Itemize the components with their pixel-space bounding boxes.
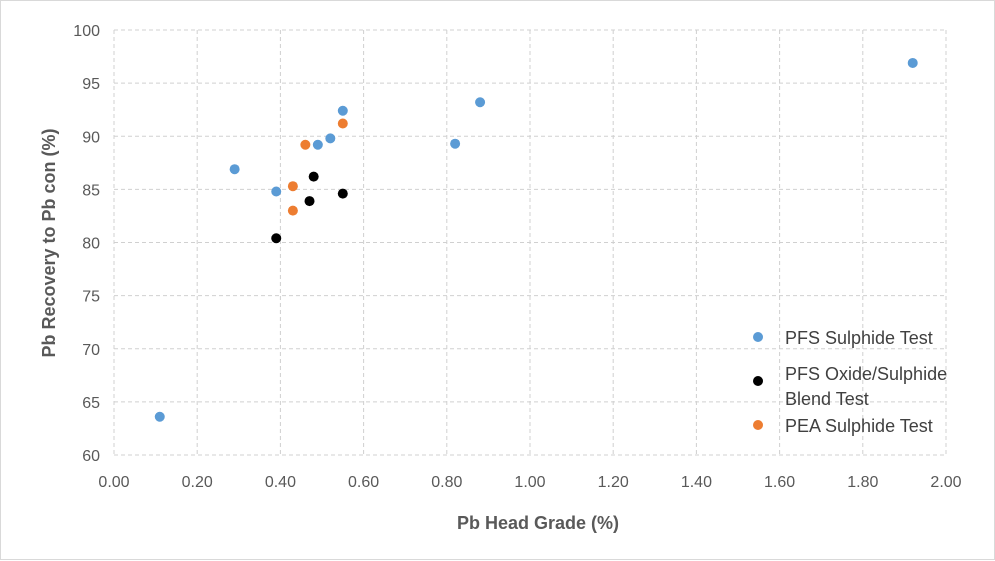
- y-tick-label: 60: [82, 448, 100, 465]
- x-tick-label: 1.60: [764, 474, 795, 491]
- tick-layer: 60 65 70 75 80 85 90 95 100 0.00 0.20 0.40 0.60 0.80 1…: [73, 23, 961, 491]
- y-tick-label: 85: [82, 182, 100, 199]
- x-tick-label: 1.40: [681, 474, 712, 491]
- point-layer: [154, 57, 918, 422]
- legend-label-pfs-oxide-sulphide-line2: Blend Test: [785, 389, 869, 409]
- x-axis-title: Pb Head Grade (%): [457, 513, 619, 533]
- x-tick-label: 1.20: [598, 474, 629, 491]
- legend-marker-pfs-sulphide: [753, 332, 763, 342]
- pfs-sulphide-point: [450, 138, 461, 149]
- legend-marker-pea-sulphide: [753, 420, 763, 430]
- x-tick-label: 0.00: [98, 474, 129, 491]
- pfs-oxide-sulphide-blend-point: [308, 171, 319, 182]
- y-tick-label: 90: [82, 129, 100, 146]
- pfs-sulphide-point: [229, 164, 240, 175]
- y-tick-label: 100: [73, 23, 100, 40]
- pfs-sulphide-point: [337, 105, 348, 116]
- pfs-oxide-sulphide-blend-point: [304, 196, 315, 207]
- x-tick-label: 0.60: [348, 474, 379, 491]
- x-tick-label: 1.80: [847, 474, 878, 491]
- pfs-sulphide-point: [271, 186, 282, 197]
- legend-marker-pfs-oxide-sulphide-blend: [753, 376, 763, 386]
- x-tick-label: 1.00: [514, 474, 545, 491]
- pea-sulphide-point: [337, 118, 348, 129]
- legend: PFS Sulphide Test PFS Oxide/Sulphide Ble…: [753, 328, 947, 436]
- x-tick-label: 0.20: [182, 474, 213, 491]
- pfs-oxide-sulphide-blend-point: [337, 188, 348, 199]
- legend-label-pea-sulphide: PEA Sulphide Test: [785, 416, 933, 436]
- x-tick-label: 0.40: [265, 474, 296, 491]
- pea-sulphide-point: [287, 181, 298, 192]
- pfs-sulphide-point: [475, 97, 486, 108]
- pfs-sulphide-point: [312, 139, 323, 150]
- legend-label-pfs-oxide-sulphide-line1: PFS Oxide/Sulphide: [785, 364, 947, 384]
- legend-label-pfs-sulphide: PFS Sulphide Test: [785, 328, 933, 348]
- grid-layer: [113, 29, 947, 456]
- y-tick-label: 75: [82, 289, 100, 306]
- y-tick-label: 95: [82, 76, 100, 93]
- y-tick-label: 80: [82, 236, 100, 253]
- y-tick-label: 65: [82, 395, 100, 412]
- pea-sulphide-point: [287, 205, 298, 216]
- pea-sulphide-point: [300, 139, 311, 150]
- pfs-oxide-sulphide-blend-point: [271, 233, 282, 244]
- y-axis-title: Pb Recovery to Pb con (%): [39, 128, 59, 357]
- pfs-sulphide-point: [325, 133, 336, 144]
- pfs-sulphide-point: [154, 411, 165, 422]
- y-tick-label: 70: [82, 342, 100, 359]
- x-tick-label: 0.80: [431, 474, 462, 491]
- pfs-sulphide-point: [907, 57, 918, 68]
- x-tick-label: 2.00: [930, 474, 961, 491]
